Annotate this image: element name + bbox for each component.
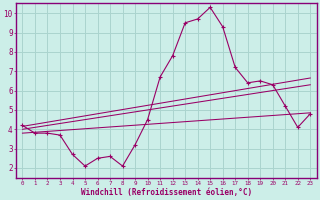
X-axis label: Windchill (Refroidissement éolien,°C): Windchill (Refroidissement éolien,°C) [81,188,252,197]
